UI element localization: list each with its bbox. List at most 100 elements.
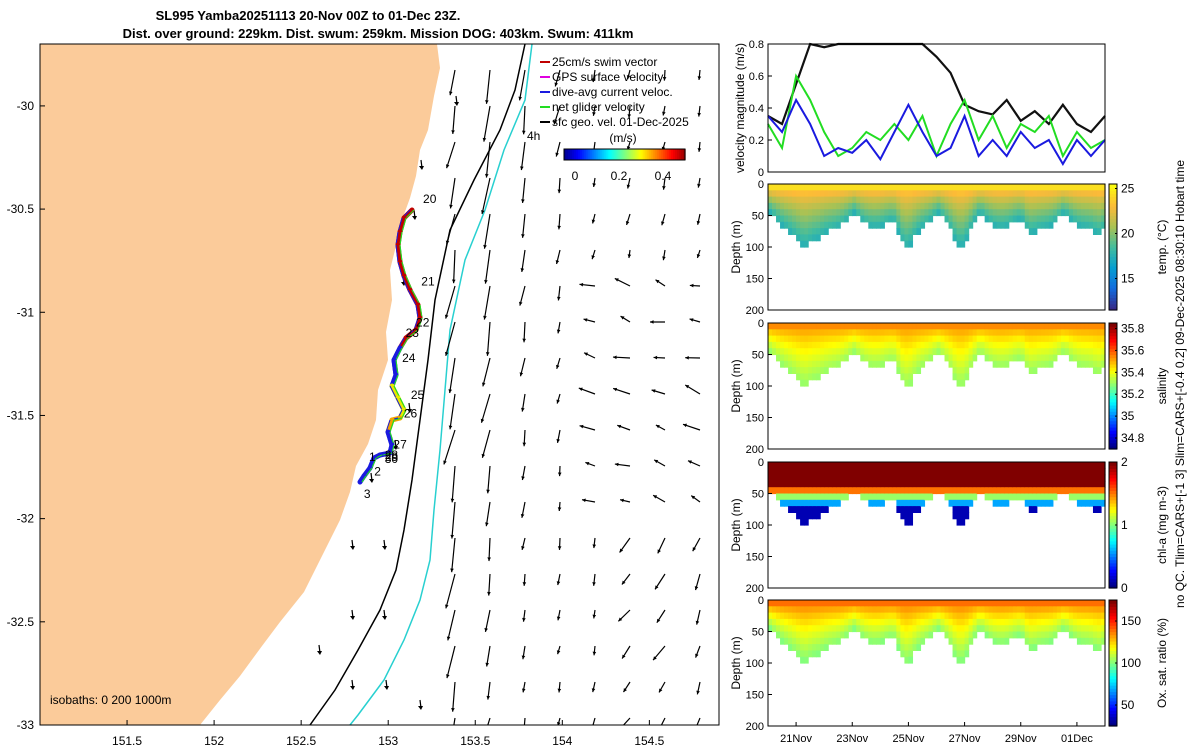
section-cell [1068,631,1074,639]
section-cell [792,184,797,191]
section-cell [1080,323,1086,330]
section-cell [884,612,889,620]
vector-arrow [453,717,456,725]
section-cell [872,499,877,507]
section-cell [908,240,914,248]
section-cell [976,474,982,482]
section-cblabel: temp. (°C) [1155,220,1169,275]
section-cell [968,348,974,356]
section-cell [800,499,805,507]
section-cell [932,348,938,356]
section-cell [812,462,817,469]
section-cell [996,637,1002,645]
section-cell [984,606,990,614]
section-cell [880,625,885,633]
section-cell [784,625,789,633]
section-cell [1012,487,1018,495]
section-colorbar-cell [1109,247,1117,251]
section-cell [856,480,861,488]
vector-arrow [682,423,701,431]
section-cell [1024,190,1030,198]
section-cell [792,487,797,495]
section-cell [944,329,950,337]
map-ytick-label: -33 [17,718,35,732]
section-cell [1000,631,1006,639]
section-cell [820,196,825,204]
section-cell [936,341,942,349]
section-cell [1072,354,1078,362]
section-cell [944,209,950,217]
section-cell [808,367,813,374]
section-cell [828,323,833,330]
section-cell [1036,618,1042,626]
section-cell [956,234,962,242]
colorbar-cell [638,149,642,160]
section-cell [924,196,930,204]
section-cell [952,367,958,374]
section-cell [832,612,837,620]
vector-arrow-shaft [481,177,491,215]
section-cell [1024,499,1030,507]
section-cell [896,618,901,626]
section-cell [812,228,817,235]
section-cell [968,480,974,488]
vector-arrow-head [694,586,699,591]
time-tick-label: 29Nov [1005,733,1037,745]
section-cell [1100,341,1106,349]
day-label: 25 [411,388,425,402]
section-cell [1032,612,1038,620]
section-cell [976,600,982,607]
section-cell [940,487,946,495]
vector-arrow-head [412,216,417,220]
section-cell [1000,618,1006,626]
section-cell [1048,480,1054,488]
section-cell [816,474,821,482]
section-cell [896,625,901,633]
section-cell [1084,348,1090,356]
section-cell [1100,625,1106,633]
section-cell [848,606,853,614]
section-cell [1084,184,1090,191]
section-cell [896,644,901,651]
section-cell [836,323,841,330]
section-cell [1028,462,1034,469]
section-cell [884,329,889,337]
section-cell [808,474,813,482]
section-cell [932,612,938,620]
vector-arrow-shaft [485,69,491,104]
section-cell [1020,335,1026,343]
section-cell [932,600,938,607]
section-cell [872,329,877,337]
section-cell [768,468,773,476]
section-cell [876,618,881,626]
section-colorbar-frame [1108,183,1118,311]
section-cell [1000,323,1006,330]
section-colorbar-cell [1109,703,1117,708]
section-cell [1072,348,1078,356]
section-cell [960,209,966,217]
section-cell [804,650,809,658]
section-colorbar-cell [1109,525,1117,529]
section-cell [900,625,906,633]
section-colorbar-cell [1109,250,1117,254]
section-cell [816,234,821,242]
section-cell [1100,600,1106,607]
section-cell [836,618,841,626]
section-cell [1052,354,1058,362]
section-cell [872,637,877,645]
section-cell [1072,329,1078,337]
section-cell [1056,209,1062,217]
colorbar-cell [590,149,593,160]
section-cell [1048,631,1054,639]
section-cell [928,202,934,210]
section-cell [832,493,837,501]
section-cell [1096,499,1102,507]
section-cell [936,487,942,495]
section-cell [904,612,910,620]
colorbar-frame [563,148,686,161]
section-cell [1008,480,1014,488]
section-colorbar-cell [1109,370,1117,374]
section-cell [804,637,809,645]
section-cell [936,625,942,633]
